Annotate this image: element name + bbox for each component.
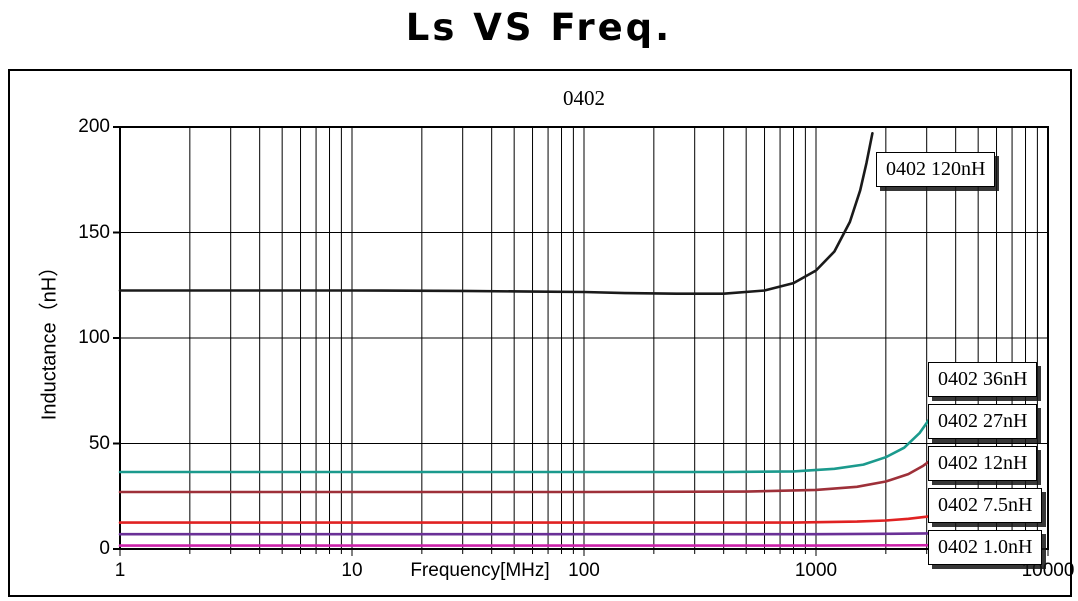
legend-item-0402-7-5nh: 0402 7.5nH: [928, 488, 1043, 523]
x-tick-label: 1000: [794, 560, 838, 581]
legend-item-0402-12nh: 0402 12nH: [928, 446, 1038, 481]
x-tick-label: 100: [568, 560, 600, 581]
y-tick-label: 200: [78, 116, 110, 137]
series-line-0402-7-5nh: [118, 531, 941, 536]
y-axis-title: Inductance（nH）: [38, 256, 61, 421]
y-tick-label: 150: [78, 221, 110, 243]
series-line-0402-27nh: [118, 454, 938, 494]
legend-item-0402-36nh: 0402 36nH: [928, 362, 1038, 397]
chart-title: Ls VS Freq.: [405, 6, 673, 49]
legend-item-0402-120nh: 0402 120nH: [876, 152, 996, 187]
series-line-0402-120nh: [118, 132, 874, 295]
x-tick-label: 1: [114, 560, 126, 581]
series-line-0402-12nh: [118, 513, 938, 524]
y-tick-label: 0: [99, 538, 110, 559]
y-tick-label: 50: [88, 432, 110, 454]
y-tick-label: 100: [78, 327, 110, 348]
series-line-0402-36nh: [118, 404, 938, 474]
chart-subtitle: 0402: [563, 86, 605, 110]
x-axis-title: Frequency[MHz]: [410, 560, 550, 581]
x-tick-label: 10000: [1021, 560, 1075, 581]
legend-item-0402-1-0nh: 0402 1.0nH: [928, 530, 1043, 565]
legend-item-0402-27nh: 0402 27nH: [928, 404, 1038, 439]
x-tick-label: 10: [341, 560, 363, 581]
